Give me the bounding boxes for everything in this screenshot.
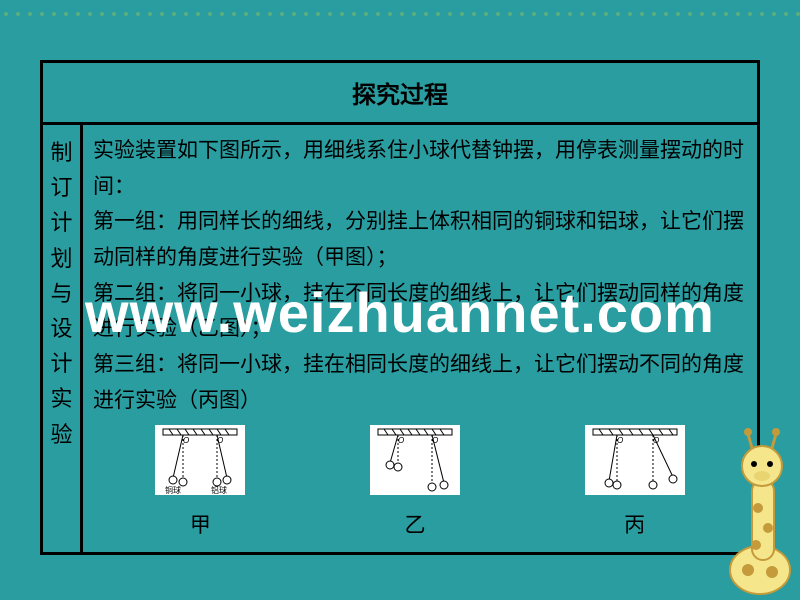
group2-text: 第二组：将同一小球，挂在不同长度的细线上，让它们摆动同样的角度进行实验（乙图）； bbox=[93, 276, 747, 347]
side-label: 制订计划与设计实验 bbox=[49, 135, 74, 452]
header-title: 探究过程 bbox=[352, 82, 448, 109]
pendulum-bing-icon: O O bbox=[585, 425, 685, 495]
pendulum-yi-icon: O O bbox=[370, 425, 460, 495]
jia-right-tag: 铝球 bbox=[211, 485, 227, 495]
figure-yi-label: 乙 bbox=[370, 508, 460, 544]
side-label-cell: 制订计划与设计实验 bbox=[42, 124, 82, 554]
svg-text:O: O bbox=[398, 436, 404, 445]
group3-text: 第三组：将同一小球，挂在相同长度的细线上，让它们摆动不同的角度进行实验（丙图） bbox=[93, 347, 747, 418]
inquiry-process-table: 探究过程 制订计划与设计实验 实验装置如下图所示，用细线系住小球代替钟摆，用停表… bbox=[40, 60, 760, 555]
intro-text: 实验装置如下图所示，用细线系住小球代替钟摆，用停表测量摆动的时间： bbox=[93, 133, 747, 204]
svg-text:O: O bbox=[183, 436, 189, 445]
figures-row: O O 铜球 铝球 甲 bbox=[93, 425, 747, 544]
figure-yi: O O 乙 bbox=[370, 425, 460, 544]
figure-jia: O O 铜球 铝球 甲 bbox=[155, 425, 245, 544]
jia-left-tag: 铜球 bbox=[165, 485, 181, 495]
body-cell: 实验装置如下图所示，用细线系住小球代替钟摆，用停表测量摆动的时间： 第一组：用同… bbox=[82, 124, 759, 554]
svg-text:O: O bbox=[617, 436, 623, 445]
table-header: 探究过程 bbox=[42, 62, 759, 124]
decorative-top-border bbox=[0, 0, 800, 22]
figure-bing: O O 丙 bbox=[585, 425, 685, 544]
figure-jia-label: 甲 bbox=[155, 508, 245, 544]
figure-bing-label: 丙 bbox=[585, 508, 685, 544]
group1-text: 第一组：用同样长的细线，分别挂上体积相同的铜球和铝球，让它们摆动同样的角度进行实… bbox=[93, 204, 747, 275]
pendulum-jia-icon: O O 铜球 铝球 bbox=[155, 425, 245, 495]
giraffe-icon bbox=[700, 420, 800, 600]
